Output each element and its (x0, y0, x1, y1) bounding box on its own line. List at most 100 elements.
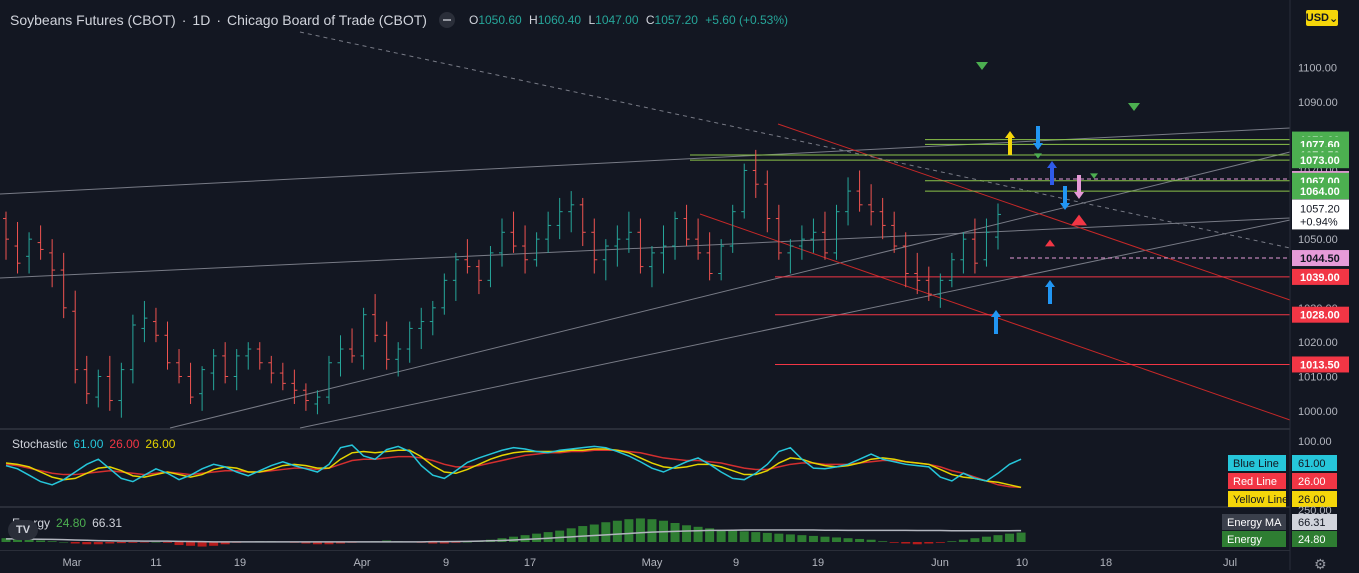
triangle-icon (1034, 153, 1042, 159)
energy-bar (682, 525, 692, 542)
ohlc-bar (256, 342, 263, 370)
ohlc-bar (429, 300, 436, 336)
pane-separator (0, 428, 1359, 430)
pane-separator (0, 550, 1359, 551)
gear-icon[interactable]: ⚙ (1314, 556, 1327, 572)
svg-text:66.31: 66.31 (1298, 517, 1326, 529)
ohlc-bar (302, 383, 309, 411)
energy-bar (1016, 532, 1026, 542)
energy-bar (901, 542, 911, 544)
ohlc-bar (176, 349, 183, 384)
ohlc-bar (291, 369, 298, 404)
energy-bar (70, 542, 80, 544)
energy-bar (209, 542, 219, 546)
currency-selector[interactable]: USD ⌄ (1305, 10, 1339, 26)
energy-bar (947, 541, 957, 542)
energy-bar (635, 518, 645, 542)
close-value: 1057.20 (654, 13, 698, 27)
visibility-icon[interactable] (438, 12, 455, 28)
svg-text:1057.20: 1057.20 (1300, 203, 1340, 215)
energy-bar (739, 531, 749, 542)
open-value: 1050.60 (478, 13, 522, 27)
ohlc-bar (868, 184, 875, 226)
energy-bar (220, 542, 230, 545)
ohlc-bar (902, 232, 909, 288)
interval[interactable]: 1D (192, 12, 211, 28)
level-price-label: 1044.50 (1292, 250, 1349, 267)
ohlc-bar (948, 252, 955, 288)
ohlc-bar (199, 366, 206, 411)
energy-bar (855, 538, 865, 542)
svg-text:Energy: Energy (1227, 534, 1262, 546)
triangle-icon (1090, 173, 1098, 179)
svg-text:26.00: 26.00 (1298, 494, 1326, 506)
symbol-title[interactable]: Soybeans Futures (CBOT) (10, 12, 176, 28)
ohlc-bar (856, 170, 863, 212)
ohlc-bar (798, 225, 805, 260)
ohlc-bar (372, 294, 379, 343)
stoch-axis-label: 100.00 (1298, 436, 1332, 448)
energy-bar (808, 535, 818, 542)
energy-bar (1, 538, 11, 542)
ohlc-bar (983, 218, 990, 267)
svg-text:Red Line: Red Line (1233, 476, 1277, 488)
energy-bar (428, 542, 438, 544)
level-price-label: 1064.00 (1292, 183, 1349, 200)
ohlc-bar (129, 314, 136, 384)
trendline (0, 127, 1291, 195)
svg-text:1044.50: 1044.50 (1300, 253, 1340, 265)
ohlc-bar (683, 204, 690, 247)
energy-bar (624, 519, 634, 542)
energy-bar (116, 542, 126, 544)
high-value: 1060.40 (537, 13, 582, 27)
energy-bar (889, 542, 899, 543)
energy-bar (705, 528, 715, 542)
arrow-icon (1045, 280, 1055, 304)
pane-separator (0, 506, 1359, 508)
energy-bar (728, 530, 738, 542)
energy-bar (13, 538, 23, 542)
ohlc-bar (787, 239, 794, 274)
ohlc-bar (637, 218, 644, 274)
energy-bar (612, 520, 622, 542)
ohlc-bar (118, 362, 125, 418)
ohlc-bar (95, 369, 102, 408)
x-tick-label: Jul (1223, 557, 1237, 569)
x-tick-label: Mar (63, 557, 82, 569)
svg-text:Blue Line: Blue Line (1233, 458, 1279, 470)
energy-bar (151, 542, 161, 543)
ohlc-bar (141, 300, 148, 343)
energy-bar (958, 539, 968, 542)
stoch-legend-item: Blue Line 61.00 (1228, 455, 1337, 471)
ohlc-bar (26, 232, 33, 274)
ohlc-bar (37, 225, 44, 260)
ohlc-bar (625, 211, 632, 253)
ohlc-bar (891, 211, 898, 253)
ohlc-bar (360, 307, 367, 370)
exchange: Chicago Board of Trade (CBOT) (226, 12, 427, 28)
ohlc-bar (741, 163, 748, 219)
ohlc-bar (279, 362, 286, 391)
energy-bar (336, 542, 346, 544)
ohlc-bar (49, 239, 56, 288)
ohlc-bar (406, 321, 413, 363)
x-tick-label: 9 (443, 557, 449, 569)
stoch-red-value: 26.00 (109, 437, 140, 451)
x-tick-label: 11 (150, 557, 161, 569)
stoch-blue-value: 61.00 (73, 437, 104, 451)
price-axis: 1100.001090.001080.001070.001060.001050.… (1222, 0, 1359, 570)
ohlc-bar (245, 342, 252, 370)
level-price-label: 1073.00 (1292, 152, 1349, 169)
ohlc-bar (3, 211, 9, 260)
energy-bar (832, 537, 842, 542)
triangle-icon (976, 62, 988, 70)
energy-bar (462, 542, 472, 543)
ohlc-bar (337, 335, 344, 377)
energy-bar (820, 536, 830, 542)
energy-bar (878, 541, 888, 542)
triangle-icon (1128, 103, 1140, 111)
trendline (299, 219, 1291, 429)
trendline (0, 217, 1291, 279)
ohlc-bar (395, 342, 402, 377)
